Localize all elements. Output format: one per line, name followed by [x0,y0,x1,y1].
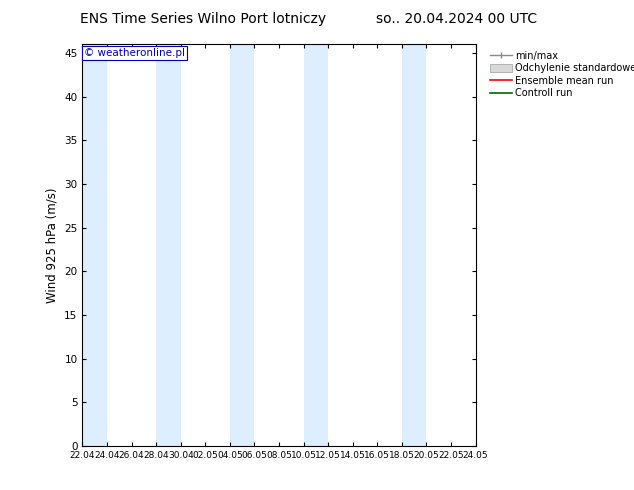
Bar [304,44,328,446]
Bar [82,44,107,446]
Text: © weatheronline.pl: © weatheronline.pl [84,48,185,58]
Text: so.. 20.04.2024 00 UTC: so.. 20.04.2024 00 UTC [376,12,537,26]
Legend: min/max, Odchylenie standardowe, Ensemble mean run, Controll run: min/max, Odchylenie standardowe, Ensembl… [488,49,634,100]
Bar [156,44,181,446]
Y-axis label: Wind 925 hPa (m/s): Wind 925 hPa (m/s) [46,187,59,303]
Text: ENS Time Series Wilno Port lotniczy: ENS Time Series Wilno Port lotniczy [80,12,326,26]
Bar [230,44,254,446]
Bar [402,44,426,446]
